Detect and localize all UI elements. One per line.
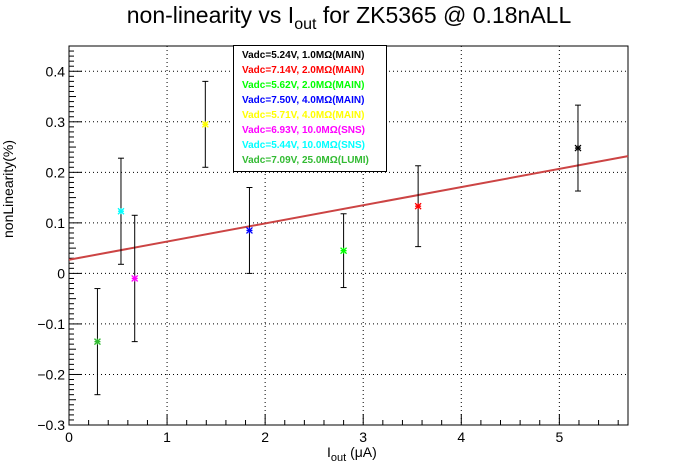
legend: Vadc=5.24V, 1.0MΩ(MAIN) Vadc=7.14V, 2.0M… bbox=[233, 45, 387, 172]
x-tick-label: 4 bbox=[457, 429, 465, 445]
y-axis-label: nonLinearity(%) bbox=[0, 139, 16, 238]
data-point bbox=[340, 247, 348, 255]
x-tick-label: 3 bbox=[359, 429, 367, 445]
legend-entry: Vadc=7.14V, 2.0MΩ(MAIN) bbox=[242, 65, 365, 76]
data-point bbox=[131, 274, 139, 282]
y-tick-label: 0.1 bbox=[46, 215, 66, 231]
data-point bbox=[201, 120, 209, 128]
legend-entry: Vadc=6.93V, 10.0MΩ(SNS) bbox=[242, 125, 365, 136]
x-tick-label: 0 bbox=[65, 429, 73, 445]
y-tick-label: 0 bbox=[57, 265, 65, 281]
legend-entry: Vadc=5.62V, 2.0MΩ(MAIN) bbox=[242, 80, 365, 91]
y-tick-label: −0.1 bbox=[37, 316, 65, 332]
y-tick-label: −0.2 bbox=[37, 366, 65, 382]
chart-title: non-linearity vs Iout for ZK5365 @ 0.18n… bbox=[126, 2, 572, 33]
data-point bbox=[245, 226, 253, 234]
data-point bbox=[414, 202, 422, 210]
y-tick-label: −0.3 bbox=[37, 417, 65, 433]
legend-entry: Vadc=5.44V, 10.0MΩ(SNS) bbox=[242, 140, 365, 151]
y-tick-label: 0.4 bbox=[46, 63, 66, 79]
data-point bbox=[117, 207, 125, 215]
data-point bbox=[93, 338, 101, 346]
x-tick-label: 2 bbox=[261, 429, 269, 445]
fit-line bbox=[68, 155, 629, 261]
y-tick-label: 0.3 bbox=[46, 114, 66, 130]
legend-entry: Vadc=5.24V, 1.0MΩ(MAIN) bbox=[242, 50, 365, 61]
x-tick-label: 5 bbox=[555, 429, 563, 445]
x-tick-label: 1 bbox=[163, 429, 171, 445]
x-axis-label: Iout (μA) bbox=[327, 444, 377, 464]
y-tick-label: 0.2 bbox=[46, 164, 66, 180]
data-point bbox=[574, 144, 582, 152]
legend-entry: Vadc=7.09V, 25.0MΩ(LUMI) bbox=[242, 155, 369, 166]
legend-entry: Vadc=7.50V, 4.0MΩ(MAIN) bbox=[242, 95, 365, 106]
legend-entry: Vadc=5.71V, 4.0MΩ(MAIN) bbox=[242, 110, 365, 121]
